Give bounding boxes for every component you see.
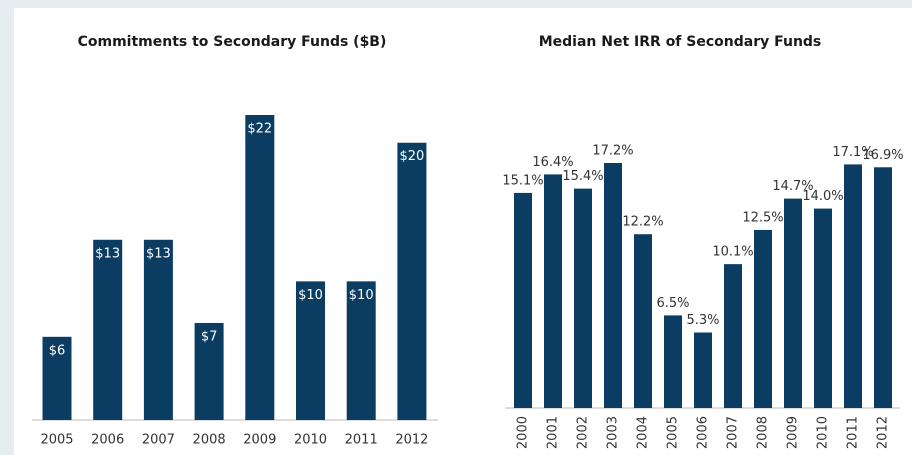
x-tick-label: 2011 — [846, 416, 861, 449]
x-tick-label: 2008 — [193, 433, 226, 448]
x-tick-label: 2005 — [666, 416, 681, 449]
x-tick-label: 2010 — [294, 433, 327, 448]
bar — [143, 239, 173, 420]
x-tick-label: 2005 — [40, 433, 73, 448]
x-tick-label: 2001 — [546, 416, 561, 449]
value-label: 15.1% — [502, 173, 543, 188]
value-label: $6 — [49, 343, 66, 358]
bar — [544, 174, 562, 408]
bar — [245, 115, 275, 420]
bar — [42, 336, 72, 420]
value-label: $20 — [399, 149, 424, 164]
value-label: 17.1% — [832, 145, 873, 160]
bar — [694, 332, 712, 408]
bar — [296, 281, 325, 420]
value-label: 16.4% — [532, 155, 573, 170]
value-label: $13 — [146, 246, 171, 261]
value-label: 6.5% — [656, 296, 689, 311]
value-label: 16.9% — [862, 148, 903, 163]
bar — [574, 188, 592, 408]
x-tick-label: 2012 — [395, 433, 428, 448]
value-label: 10.1% — [712, 245, 753, 260]
x-tick-label: 2006 — [91, 433, 124, 448]
x-tick-label: 2011 — [345, 433, 378, 448]
value-label: 14.0% — [802, 189, 843, 204]
value-label: $10 — [349, 288, 374, 303]
value-label: 12.2% — [622, 215, 663, 230]
bar — [604, 163, 622, 408]
x-tick-label: 2009 — [243, 433, 276, 448]
bar — [514, 192, 532, 408]
x-tick-label: 2006 — [696, 416, 711, 449]
x-tick-label: 2002 — [576, 416, 591, 449]
bar — [634, 234, 652, 408]
value-label: $22 — [247, 122, 272, 137]
bar — [664, 315, 682, 408]
bar — [397, 142, 427, 420]
value-label: 14.7% — [772, 179, 813, 194]
chart-title: Commitments to Secondary Funds ($B) — [78, 34, 387, 50]
x-tick-label: 2008 — [756, 416, 771, 449]
bar — [844, 164, 862, 408]
value-label: 15.4% — [562, 169, 603, 184]
x-tick-label: 2012 — [876, 416, 891, 449]
bar — [874, 167, 892, 408]
bar — [346, 281, 376, 420]
bar — [784, 198, 802, 408]
x-tick-label: 2009 — [786, 416, 801, 449]
value-label: 12.5% — [742, 210, 783, 225]
bar — [814, 208, 832, 408]
value-label: 17.2% — [592, 144, 633, 159]
x-tick-label: 2004 — [636, 416, 651, 449]
value-label: $13 — [95, 246, 120, 261]
x-tick-label: 2007 — [726, 416, 741, 449]
bar — [754, 229, 772, 408]
bar — [93, 239, 123, 420]
x-tick-label: 2003 — [606, 416, 621, 449]
bar — [724, 264, 742, 408]
x-tick-label: 2010 — [816, 416, 831, 449]
value-label: $7 — [201, 329, 218, 344]
bar — [194, 322, 224, 420]
x-tick-label: 2000 — [516, 416, 531, 449]
x-tick-label: 2007 — [142, 433, 175, 448]
value-label: 5.3% — [686, 313, 719, 328]
value-label: $10 — [298, 288, 323, 303]
chart-title: Median Net IRR of Secondary Funds — [539, 34, 822, 50]
